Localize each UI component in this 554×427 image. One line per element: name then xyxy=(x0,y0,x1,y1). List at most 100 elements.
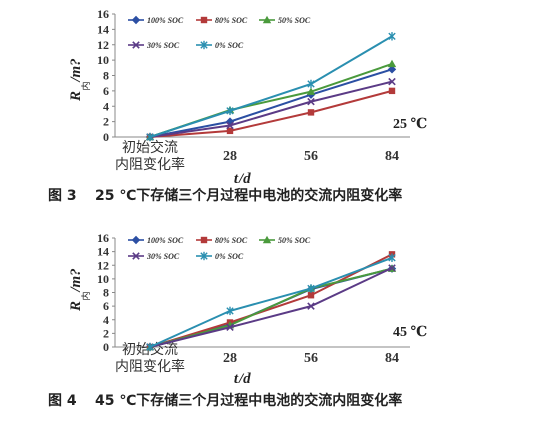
y-axis-label-sub: 内 xyxy=(80,81,91,90)
legend: 100% SOC 80% SOC 50% SOC 30% SOC 0% SOC xyxy=(128,235,311,261)
data-point xyxy=(226,121,234,130)
legend-label: 50% SOC xyxy=(278,16,311,25)
x-category-label: 84 xyxy=(385,149,399,164)
data-point xyxy=(388,77,396,86)
y-tick-label: 2 xyxy=(103,115,109,129)
x-axis-unit: /d xyxy=(238,371,251,387)
y-tick-label: 8 xyxy=(103,69,109,83)
series-line xyxy=(149,35,393,138)
series-line xyxy=(149,253,393,348)
series-line xyxy=(149,267,393,348)
x-category-label: 28 xyxy=(223,149,237,164)
legend-item: 100% SOC xyxy=(128,235,184,245)
x-category-label: 内阻变化率 xyxy=(115,156,185,173)
legend-swatch-marker xyxy=(200,16,208,24)
y-tick-label: 14 xyxy=(97,22,109,36)
series-0-soc xyxy=(146,253,396,352)
data-point xyxy=(388,253,396,262)
legend-label: 50% SOC xyxy=(278,236,311,245)
y-axis-label-sub: 内 xyxy=(80,291,91,300)
temperature-annotation: 45 ℃ xyxy=(393,325,428,340)
series-100-soc xyxy=(145,65,397,142)
x-category-label: 56 xyxy=(304,351,318,366)
data-point xyxy=(226,306,234,316)
x-category-label: 84 xyxy=(385,351,399,366)
y-tick-label: 4 xyxy=(103,313,109,327)
legend-item: 80% SOC xyxy=(196,16,248,25)
y-tick-label: 12 xyxy=(97,258,109,272)
legend-item: 50% SOC xyxy=(259,15,311,25)
series-80-soc xyxy=(146,251,396,351)
legend-label: 100% SOC xyxy=(147,236,184,245)
data-point xyxy=(226,127,234,135)
legend-item: 0% SOC xyxy=(196,40,244,50)
series-50-soc xyxy=(145,264,397,351)
legend-item: 30% SOC xyxy=(128,41,180,50)
y-tick-label: 10 xyxy=(97,272,109,286)
legend-swatch-marker xyxy=(262,15,272,24)
legend-label: 100% SOC xyxy=(147,16,184,25)
y-axis-label-unit: /m? xyxy=(68,268,84,292)
legend-item: 100% SOC xyxy=(128,15,184,25)
series-30-soc xyxy=(146,264,396,351)
y-axis-label-main: R xyxy=(68,301,84,312)
data-point xyxy=(307,109,315,116)
series-line xyxy=(149,80,393,138)
y-tick-label: 6 xyxy=(103,299,109,313)
y-tick-label: 2 xyxy=(103,326,109,340)
y-tick-label: 14 xyxy=(97,245,109,259)
legend-swatch-marker xyxy=(132,252,140,260)
legend-item: 30% SOC xyxy=(128,252,180,261)
y-tick-label: 12 xyxy=(97,38,109,52)
data-point xyxy=(146,132,154,142)
y-axis-label-unit: /m? xyxy=(68,58,84,82)
x-axis-label: t xyxy=(234,371,239,387)
figure-caption-number: 图 3 xyxy=(48,188,77,204)
legend: 100% SOC 80% SOC 50% SOC 30% SOC 0% SOC xyxy=(128,15,311,50)
figure-caption-text: 45 ℃下存储三个月过程中电池的交流内阻变化率 xyxy=(95,392,402,409)
data-point xyxy=(226,106,234,116)
data-point xyxy=(146,342,154,352)
data-point xyxy=(307,97,315,106)
data-point xyxy=(388,32,396,41)
y-axis-label-main: R xyxy=(68,91,84,102)
x-axis-unit: /d xyxy=(238,171,251,187)
y-tick-label: 10 xyxy=(97,53,109,67)
legend-swatch-marker xyxy=(200,40,208,50)
y-tick-label: 16 xyxy=(97,231,109,245)
series-line xyxy=(149,256,393,348)
legend-label: 80% SOC xyxy=(215,16,248,25)
legend-label: 30% SOC xyxy=(146,41,180,50)
data-point xyxy=(307,302,315,310)
x-category-label: 28 xyxy=(223,351,237,366)
legend-item: 50% SOC xyxy=(259,235,311,245)
legend-item: 0% SOC xyxy=(196,251,244,261)
series-line xyxy=(149,68,393,138)
y-tick-label: 16 xyxy=(97,7,109,21)
x-category-label: 初始交流 xyxy=(122,139,178,156)
data-point xyxy=(307,79,315,89)
data-point xyxy=(225,117,235,126)
legend-swatch-marker xyxy=(200,251,208,261)
data-point xyxy=(306,87,316,95)
y-tick-label: 6 xyxy=(103,84,109,98)
legend-swatch-marker xyxy=(131,15,141,25)
data-point xyxy=(388,87,396,95)
legend-item: 80% SOC xyxy=(196,236,248,245)
chart-2: 0246810121416初始交流内阻变化率285684t/dR内/m?100%… xyxy=(48,231,428,409)
y-tick-label: 0 xyxy=(103,130,109,144)
data-point xyxy=(226,323,234,332)
y-axis-label: R内/m? xyxy=(68,58,91,102)
y-axis-label: R内/m? xyxy=(68,268,91,312)
x-category-label: 56 xyxy=(304,149,318,164)
figure-caption-number: 图 4 xyxy=(48,393,77,409)
legend-swatch-marker xyxy=(131,235,141,245)
data-point xyxy=(387,65,397,74)
legend-label: 0% SOC xyxy=(215,41,244,50)
legend-swatch-marker xyxy=(132,41,140,49)
x-axis-label: t xyxy=(234,171,239,187)
temperature-annotation: 25 ℃ xyxy=(393,117,428,132)
data-point xyxy=(387,59,397,68)
